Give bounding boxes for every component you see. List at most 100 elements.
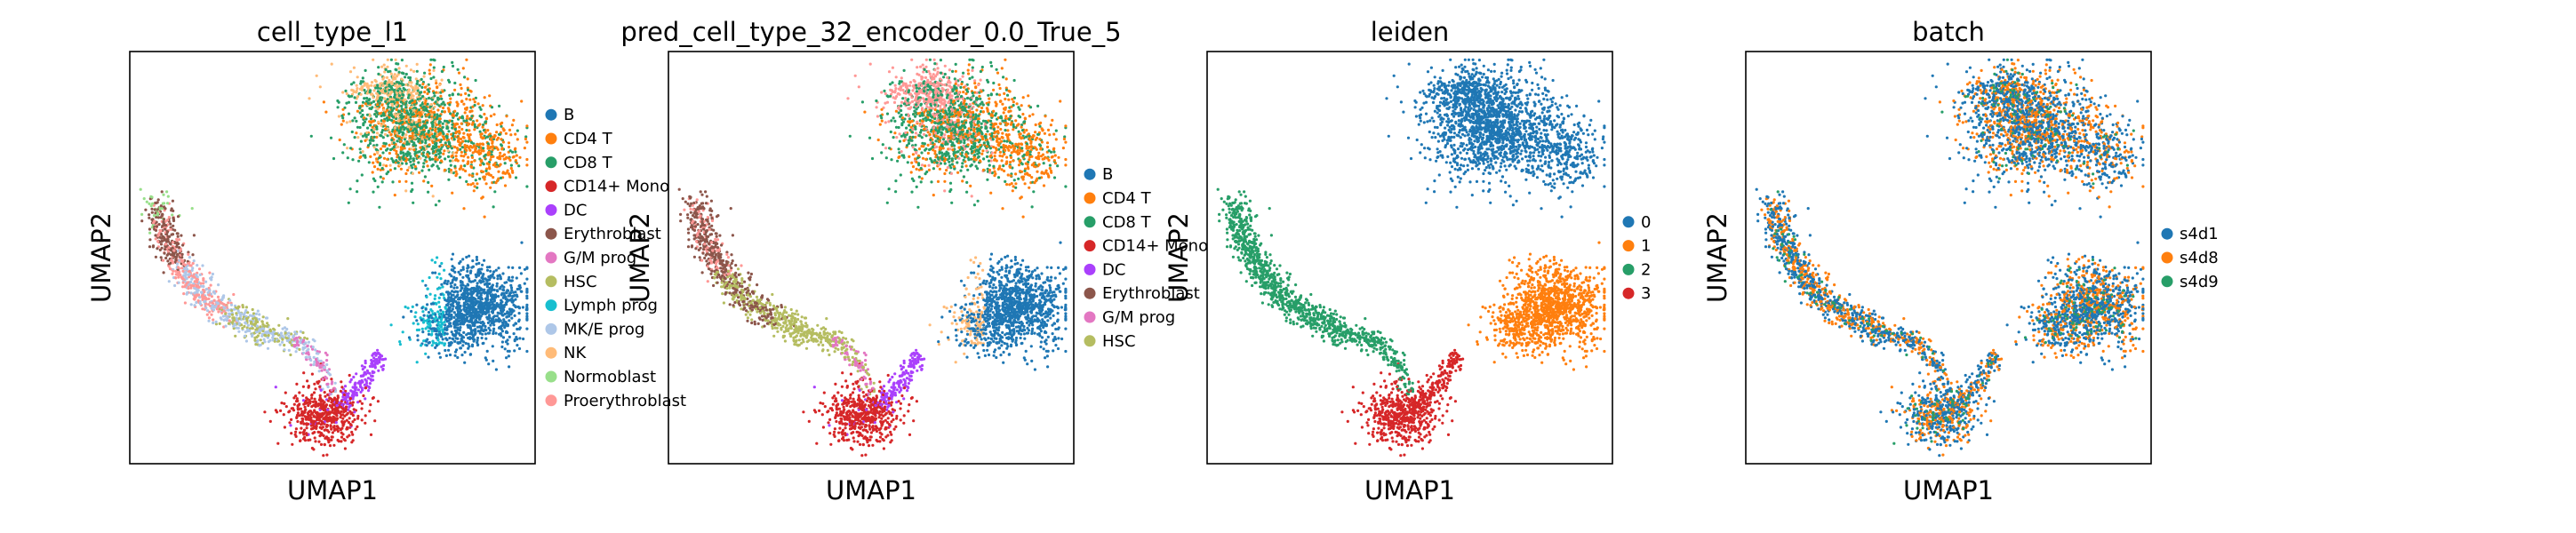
scatter-point bbox=[457, 136, 460, 139]
scatter-point bbox=[483, 112, 486, 116]
scatter-point bbox=[470, 165, 474, 169]
scatter-point bbox=[421, 165, 425, 169]
scatter-point bbox=[465, 129, 468, 132]
scatter-point bbox=[476, 123, 481, 127]
scatter-point bbox=[492, 205, 495, 209]
scatter-point bbox=[177, 281, 180, 284]
scatter-point bbox=[388, 163, 392, 167]
scatter-point bbox=[166, 259, 170, 263]
scatter-point bbox=[148, 238, 152, 242]
scatter-point bbox=[254, 312, 258, 315]
scatter-point bbox=[176, 235, 180, 238]
scatter-point bbox=[517, 287, 521, 290]
scatter-point bbox=[436, 287, 439, 290]
scatter-point bbox=[500, 124, 503, 128]
scatter-point bbox=[447, 130, 451, 133]
scatter-point bbox=[226, 308, 230, 312]
scatter-point bbox=[384, 127, 388, 131]
scatter-point bbox=[461, 344, 465, 347]
scatter-point bbox=[369, 123, 372, 127]
scatter-point bbox=[423, 158, 427, 162]
scatter-point bbox=[370, 374, 373, 378]
scatter-point bbox=[447, 341, 451, 345]
scatter-point bbox=[420, 344, 423, 347]
scatter-point bbox=[341, 413, 345, 417]
scatter-point bbox=[160, 239, 164, 243]
scatter-point bbox=[366, 101, 370, 105]
scatter-point bbox=[492, 331, 495, 336]
scatter-point bbox=[377, 355, 380, 359]
scatter-point bbox=[460, 286, 464, 290]
scatter-point bbox=[458, 125, 461, 129]
scatter-point bbox=[430, 344, 434, 347]
scatter-point bbox=[313, 397, 316, 401]
scatter-point bbox=[380, 114, 383, 117]
scatter-point bbox=[340, 435, 344, 439]
scatter-point bbox=[474, 298, 477, 301]
scatter-point bbox=[324, 375, 327, 378]
scatter-point bbox=[518, 266, 522, 269]
scatter-point bbox=[380, 180, 384, 184]
scatter-point bbox=[260, 320, 264, 323]
scatter-point bbox=[470, 293, 474, 297]
scatter-point bbox=[154, 237, 157, 241]
scatter-point bbox=[406, 169, 410, 172]
scatter-point bbox=[307, 386, 310, 389]
scatter-point bbox=[348, 434, 351, 437]
scatter-point bbox=[378, 361, 381, 364]
scatter-point bbox=[254, 318, 258, 322]
scatter-point bbox=[181, 281, 185, 284]
scatter-point bbox=[441, 310, 445, 314]
scatter-point bbox=[349, 83, 354, 86]
scatter-point bbox=[435, 82, 438, 85]
scatter-point bbox=[438, 265, 442, 268]
scatter-point bbox=[483, 215, 486, 219]
scatter-point bbox=[492, 276, 496, 280]
scatter-point bbox=[395, 152, 398, 155]
scatter-point bbox=[423, 91, 427, 94]
scatter-point bbox=[464, 318, 468, 322]
scatter-point bbox=[345, 418, 348, 422]
scatter-point bbox=[459, 280, 463, 283]
scatter-point bbox=[417, 108, 421, 112]
scatter-point bbox=[390, 102, 394, 106]
scatter-point bbox=[340, 114, 344, 117]
scatter-point bbox=[492, 330, 495, 333]
scatter-point bbox=[191, 253, 195, 257]
scatter-point bbox=[440, 97, 444, 100]
scatter-point bbox=[459, 322, 462, 326]
scatter-point bbox=[337, 440, 340, 443]
scatter-point bbox=[510, 310, 514, 314]
scatter-point bbox=[309, 358, 313, 362]
scatter-point bbox=[474, 273, 477, 276]
scatter-point bbox=[438, 123, 442, 127]
scatter-point bbox=[281, 338, 284, 341]
scatter-point bbox=[395, 68, 398, 72]
scatter-point bbox=[364, 362, 367, 365]
scatter-point bbox=[421, 83, 425, 86]
scatter-point bbox=[372, 99, 376, 103]
scatter-point bbox=[458, 131, 461, 134]
scatter-point bbox=[438, 355, 442, 359]
scatter-point bbox=[396, 89, 400, 92]
scatter-point bbox=[496, 274, 500, 278]
scatter-point bbox=[346, 395, 349, 399]
scatter-point bbox=[481, 104, 484, 107]
scatter-point bbox=[319, 359, 323, 362]
scatter-point bbox=[171, 213, 174, 217]
scatter-point bbox=[167, 265, 171, 268]
scatter-point bbox=[468, 110, 472, 114]
scatter-point bbox=[361, 150, 364, 154]
scatter-point bbox=[330, 435, 333, 439]
scatter-point bbox=[421, 154, 425, 157]
scatter-point bbox=[482, 273, 485, 276]
scatter-point bbox=[479, 132, 483, 136]
scatter-point bbox=[483, 178, 486, 181]
scatter-point bbox=[435, 302, 438, 306]
scatter-point bbox=[172, 269, 175, 273]
scatter-point bbox=[453, 109, 457, 113]
scatter-point bbox=[404, 83, 408, 87]
scatter-point bbox=[467, 274, 470, 277]
scatter-point bbox=[514, 147, 517, 150]
scatter-point bbox=[474, 309, 477, 314]
